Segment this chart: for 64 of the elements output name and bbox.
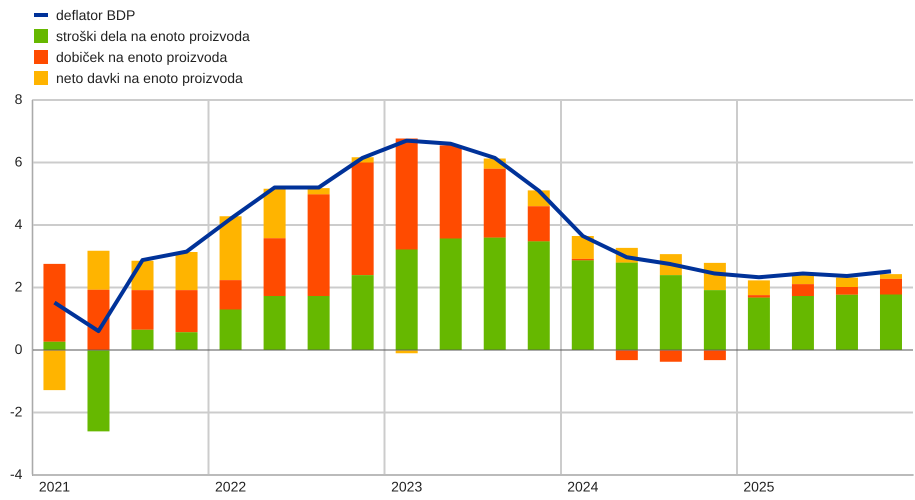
bar: [176, 290, 198, 332]
bar: [87, 250, 110, 290]
legend-label: dobiček na enoto proizvoda: [56, 48, 228, 64]
bar: [792, 284, 814, 296]
bar: [836, 286, 858, 295]
bar: [308, 194, 330, 296]
legend-label: neto davki na enoto proizvoda: [56, 70, 243, 86]
bar: [176, 252, 198, 290]
bar: [836, 294, 858, 350]
bar: [352, 275, 374, 350]
legend-label: stroški dela na enoto proizvoda: [56, 28, 250, 44]
bar: [440, 145, 462, 239]
bar: [176, 332, 198, 350]
y-tick-label: 8: [14, 90, 23, 107]
bar: [484, 168, 506, 238]
x-tick-label: 2024: [567, 478, 599, 494]
bar: [704, 290, 726, 350]
bar: [616, 262, 638, 350]
bar: [880, 294, 902, 350]
bar: [836, 278, 858, 287]
x-tick-label: 2023: [391, 478, 422, 494]
bar: [352, 162, 374, 276]
bar: [264, 188, 286, 238]
bar: [792, 296, 814, 350]
bar: [132, 290, 154, 330]
bar: [880, 274, 902, 279]
bar: [132, 330, 154, 350]
bar: [660, 350, 682, 362]
y-tick-label: 6: [14, 153, 23, 170]
bar: [220, 280, 242, 310]
bar: [704, 350, 726, 360]
bar: [43, 342, 66, 350]
bar: [572, 236, 594, 259]
bar: [440, 238, 462, 350]
bar: [660, 275, 682, 350]
legend-label: deflator BDP: [56, 6, 136, 22]
bar: [748, 298, 770, 350]
bar: [748, 295, 770, 298]
bar: [572, 260, 594, 350]
bar: [528, 241, 550, 350]
bar: [264, 296, 286, 350]
x-tick-label: 2022: [214, 478, 246, 494]
x-tick-label: 2025: [743, 478, 775, 494]
bar: [264, 238, 286, 296]
bar: [43, 350, 66, 390]
bar: [220, 309, 242, 350]
bar: [616, 350, 638, 360]
bar: [484, 238, 506, 350]
bar: [87, 350, 110, 432]
y-tick-label: 0: [14, 340, 23, 357]
bar: [396, 350, 418, 354]
bar: [220, 216, 242, 280]
y-tick-label: -4: [10, 466, 23, 482]
bar: [880, 278, 902, 294]
bar: [308, 296, 330, 350]
bar: [43, 264, 66, 342]
bar: [528, 206, 550, 242]
x-tick-label: 2021: [38, 478, 70, 494]
y-tick-label: -2: [10, 404, 23, 420]
bar: [396, 249, 418, 350]
y-tick-label: 4: [14, 216, 23, 232]
y-tick-label: 2: [14, 278, 23, 294]
bar: [748, 280, 770, 296]
bar: [396, 138, 418, 250]
